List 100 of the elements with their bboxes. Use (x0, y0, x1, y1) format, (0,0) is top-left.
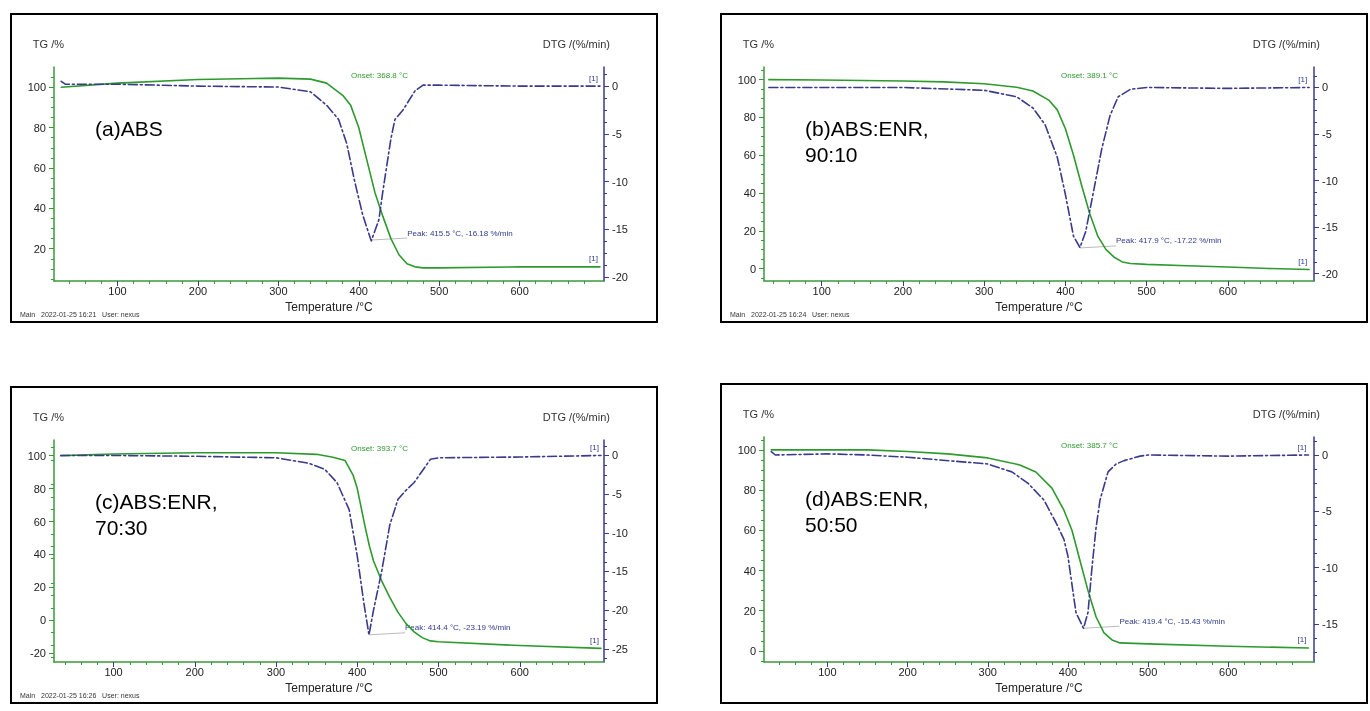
annotation: Onset: 393.7 °C (351, 443, 409, 453)
y-tick-label: 80 (743, 484, 756, 497)
y2-tick-label: 0 (1322, 449, 1329, 461)
line-series (768, 78, 1310, 271)
line-series (768, 86, 1310, 249)
y2-tick-label: -10 (612, 526, 628, 539)
y-axis-title: TG /% (32, 410, 65, 423)
annotation: [1] (590, 635, 599, 645)
y-tick-label: 0 (749, 644, 756, 657)
y2-axis-title: DTG /(%/min) (1252, 407, 1320, 420)
annotation: [1] (1298, 74, 1308, 84)
y2-tick-label: -25 (612, 642, 628, 655)
y2-tick-label: -20 (612, 271, 628, 284)
y2-axis-title: DTG /(%/min) (542, 37, 610, 50)
x-axis-title: Temperature /°C (995, 299, 1084, 314)
x-tick-label: 200 (188, 284, 208, 297)
y-tick-label: 60 (33, 515, 46, 528)
x-tick-label: 400 (1058, 665, 1078, 678)
y-tick-label: 80 (33, 482, 46, 495)
annotation: Peak: 419.4 °C, -15.43 %/min (1119, 616, 1225, 626)
y2-tick-label: -20 (1322, 267, 1338, 280)
y-tick-label: 60 (743, 149, 756, 162)
y-tick-label: 40 (743, 186, 756, 199)
x-tick-label: 300 (269, 284, 288, 297)
x-tick-label: 100 (812, 284, 831, 297)
x-tick-label: 200 (898, 665, 917, 678)
y2-tick-label: 0 (612, 80, 619, 93)
y2-tick-label: -5 (1322, 505, 1332, 518)
text: (b)ABS:ENR, 90:10 (805, 116, 935, 166)
y-tick-label: 20 (33, 581, 46, 594)
y-tick-label: 60 (743, 524, 756, 537)
annotation: [1] (590, 443, 599, 453)
annotation: [1] (589, 73, 598, 83)
y2-tick-label: -15 (1322, 221, 1338, 234)
x-axis-title: Temperature /°C (285, 299, 374, 314)
y-tick-label: 100 (737, 73, 756, 86)
y2-tick-label: -5 (1322, 127, 1332, 140)
annotation: Peak: 415.5 °C, -16.18 %/min (407, 228, 513, 238)
y-tick-label: 100 (27, 81, 46, 94)
line-series (60, 77, 601, 269)
annotation: [1] (1297, 635, 1307, 645)
y2-tick-label: -15 (612, 223, 628, 236)
y-tick-label: 80 (33, 121, 46, 134)
y2-tick-label: 0 (1322, 81, 1329, 94)
x-tick-label: 300 (974, 284, 994, 297)
y-tick-label: 80 (743, 111, 756, 124)
y-tick-label: 20 (743, 604, 756, 617)
x-axis-title: Temperature /°C (995, 680, 1084, 695)
y-tick-label: 100 (27, 449, 46, 462)
y-axis-title: TG /% (742, 407, 775, 420)
x-tick-label: 300 (978, 665, 997, 678)
y-tick-label: 20 (33, 242, 46, 255)
annotation: Onset: 385.7 °C (1061, 440, 1119, 450)
x-tick-label: 200 (893, 284, 913, 297)
y2-tick-label: -15 (612, 565, 628, 578)
y-tick-label: -20 (30, 647, 46, 660)
x-tick-label: 400 (348, 665, 367, 678)
text: (c)ABS:ENR, 70:30 (95, 489, 224, 539)
y-tick-label: 60 (33, 161, 46, 174)
x-tick-label: 100 (108, 284, 127, 297)
y-tick-label: 40 (743, 564, 756, 577)
y-tick-label: 20 (743, 224, 756, 237)
annotation: Peak: 417.9 °C, -17.22 %/min (1115, 236, 1222, 246)
y2-tick-label: -15 (1322, 617, 1338, 630)
y2-tick-label: -10 (1322, 561, 1338, 574)
y2-tick-label: 0 (612, 449, 619, 462)
x-tick-label: 600 (510, 284, 529, 297)
x-axis-title: Temperature /°C (285, 680, 374, 695)
y-tick-label: 40 (33, 202, 46, 215)
x-tick-label: 100 (818, 665, 837, 678)
y-axis-title: TG /% (742, 37, 775, 50)
annotation: [1] (1297, 442, 1307, 452)
x-tick-label: 100 (104, 665, 123, 678)
x-tick-label: 500 (429, 284, 449, 297)
y-tick-label: 40 (33, 548, 46, 561)
x-tick-label: 500 (1137, 284, 1156, 297)
x-tick-label: 300 (266, 665, 286, 678)
annotation: Onset: 368.8 °C (351, 70, 409, 80)
y2-tick-label: -10 (612, 175, 628, 188)
y2-axis-title: DTG /(%/min) (542, 410, 610, 423)
y2-tick-label: -5 (612, 127, 622, 140)
x-tick-label: 400 (349, 284, 368, 297)
annotation: [1] (1298, 256, 1308, 266)
y-tick-label: 100 (737, 443, 756, 456)
y-tick-label: 0 (749, 262, 756, 275)
x-tick-label: 600 (1219, 665, 1238, 678)
y2-tick-label: -20 (612, 604, 628, 617)
x-tick-label: 600 (510, 665, 529, 678)
annotation: Onset: 389.1 °C (1061, 70, 1119, 80)
text: (d)ABS:ENR, 50:50 (805, 486, 935, 536)
y2-tick-label: -5 (612, 488, 622, 501)
x-tick-label: 600 (1218, 284, 1238, 297)
x-tick-label: 500 (429, 665, 448, 678)
y2-axis-title: DTG /(%/min) (1252, 37, 1320, 50)
y2-tick-label: -10 (1322, 174, 1338, 187)
x-tick-label: 400 (1056, 284, 1075, 297)
x-tick-label: 200 (185, 665, 204, 678)
text: (a)ABS (95, 116, 163, 140)
x-tick-label: 500 (1138, 665, 1158, 678)
annotation: [1] (589, 254, 598, 264)
